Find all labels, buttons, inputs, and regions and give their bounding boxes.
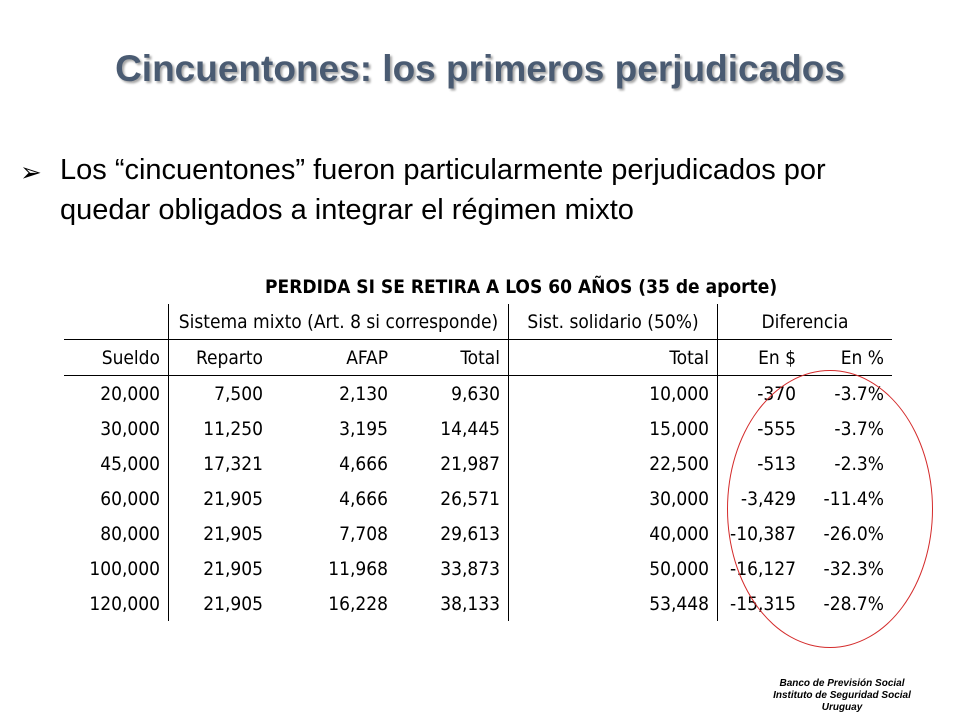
table-cell: 4,666 (339, 452, 388, 475)
table-cell: 20,000 (64, 375, 169, 411)
arrow-bullet-icon: ➢ (20, 157, 42, 187)
column-header: Reparto (168, 339, 271, 376)
footer-line: Banco de Previsión Social (779, 678, 905, 689)
table-cell: 14,445 (440, 417, 500, 440)
table-cell: 21,905 (168, 586, 271, 621)
table-cell: 80,000 (100, 522, 160, 545)
table-cell: 3,195 (339, 417, 388, 440)
column-header: Total (508, 339, 718, 376)
table-cell: 21,987 (440, 452, 500, 475)
table-cell: 100,000 (89, 557, 160, 580)
table-cell: 40,000 (508, 516, 718, 551)
table-cell: 38,133 (440, 592, 500, 615)
table-cell: 10,000 (508, 375, 718, 411)
group-header-solidario: Sist. solidario (50%) (508, 304, 718, 340)
column-header: Sueldo (101, 346, 160, 369)
table-cell: 7,500 (168, 375, 271, 411)
column-header: En % (840, 346, 884, 369)
table-cell: 33,873 (440, 557, 500, 580)
table-cell: 11,968 (328, 557, 388, 580)
highlight-ellipse (727, 370, 933, 648)
column-header: AFAP (346, 346, 388, 369)
table-cell: 11,250 (168, 411, 271, 446)
table-cell: 30,000 (100, 417, 160, 440)
table-cell: 50,000 (508, 551, 718, 586)
table-cell: 53,448 (508, 586, 718, 621)
table-cell: 17,321 (168, 446, 271, 481)
table-cell: 29,613 (440, 522, 500, 545)
slide-title: Cincuentones: los primeros perjudicados (115, 48, 845, 89)
table-cell: 60,000 (100, 487, 160, 510)
institution-footer: Banco de Previsión Social Instituto de S… (732, 678, 952, 714)
table-cell: 21,905 (168, 551, 271, 586)
table-cell: 16,228 (328, 592, 388, 615)
column-header: En $ (717, 339, 804, 376)
column-header: Total (460, 346, 500, 369)
group-header-blank (64, 304, 169, 340)
table-group-header-row: Sistema mixto (Art. 8 si corresponde) Si… (64, 304, 892, 340)
table-cell: 120,000 (89, 592, 160, 615)
table-cell: 4,666 (339, 487, 388, 510)
table-cell: 7,708 (339, 522, 388, 545)
bullet-text: Los “cincuentones” fueron particularment… (60, 154, 826, 226)
table-cell: 21,905 (168, 516, 271, 551)
table-cell: 21,905 (168, 481, 271, 516)
group-header-mixto: Sistema mixto (Art. 8 si corresponde) (168, 304, 509, 340)
table-cell: 30,000 (508, 481, 718, 516)
table-header-row: Sueldo Reparto AFAP Total Total En $ En … (64, 339, 892, 376)
footer-line: Instituto de Seguridad Social (773, 690, 911, 701)
table-cell: 22,500 (508, 446, 718, 481)
table-cell: 15,000 (508, 411, 718, 446)
group-header-diferencia: Diferencia (717, 304, 892, 340)
table-cell: 9,630 (396, 375, 509, 411)
table-cell: 45,000 (100, 452, 160, 475)
footer-line: Uruguay (821, 702, 863, 713)
table-title: PERDIDA SI SE RETIRA A LOS 60 AÑOS (35 d… (265, 276, 778, 298)
table-cell: 26,571 (440, 487, 500, 510)
table-cell: 2,130 (271, 375, 396, 411)
